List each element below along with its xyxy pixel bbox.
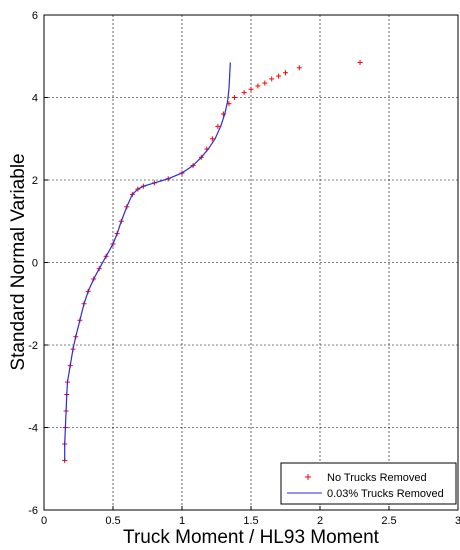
y-tick-label: 6 <box>32 10 38 22</box>
point-no-trucks-removed <box>215 123 221 129</box>
point-no-trucks-removed <box>276 73 282 79</box>
point-no-trucks-removed <box>231 95 237 100</box>
point-no-trucks-removed <box>357 59 363 65</box>
point-no-trucks-removed <box>241 90 247 96</box>
legend-label-no-trucks-removed: No Trucks Removed <box>327 472 427 484</box>
y-tick-label: 4 <box>32 93 38 105</box>
x-tick-label: 1.5 <box>243 515 258 527</box>
point-no-trucks-removed <box>296 65 302 71</box>
tick-labels: 0 0.5 1 1.5 2 2.5 3 6 4 2 0 -2 -4 -6 <box>28 10 460 527</box>
y-tick-label: -6 <box>28 505 38 517</box>
x-tick-label: 2.5 <box>381 515 396 527</box>
y-tick-label: 2 <box>32 175 38 187</box>
legend-marker-no-trucks-removed <box>305 474 311 480</box>
series-layer <box>62 59 363 463</box>
point-no-trucks-removed <box>283 70 288 76</box>
grid-lines <box>43 14 459 511</box>
x-tick-label: 0.5 <box>105 515 120 527</box>
y-tick-label: 0 <box>32 258 38 270</box>
point-no-trucks-removed <box>255 83 261 89</box>
y-axis-label: Standard Normal Variable <box>8 153 29 370</box>
point-no-trucks-removed <box>209 136 215 142</box>
legend-box <box>280 462 457 505</box>
y-tick-label: -2 <box>28 340 38 352</box>
x-tick-label: 3 <box>455 515 460 527</box>
point-no-trucks-removed <box>262 80 268 86</box>
y-tick-label: -4 <box>28 423 38 435</box>
point-no-trucks-removed <box>269 76 275 82</box>
x-axis-label: Truck Moment / HL93 Moment <box>123 527 380 548</box>
x-tick-label: 1 <box>179 515 185 527</box>
legend-label-trucks-removed: 0.03% Trucks Removed <box>327 488 444 500</box>
point-no-trucks-removed <box>248 86 254 92</box>
series-line-0-03-trucks-removed <box>64 62 231 461</box>
legend: No Trucks Removed 0.03% Trucks Removed <box>280 462 457 505</box>
x-tick-label: 2 <box>317 515 323 527</box>
x-tick-label: 0 <box>41 515 47 527</box>
